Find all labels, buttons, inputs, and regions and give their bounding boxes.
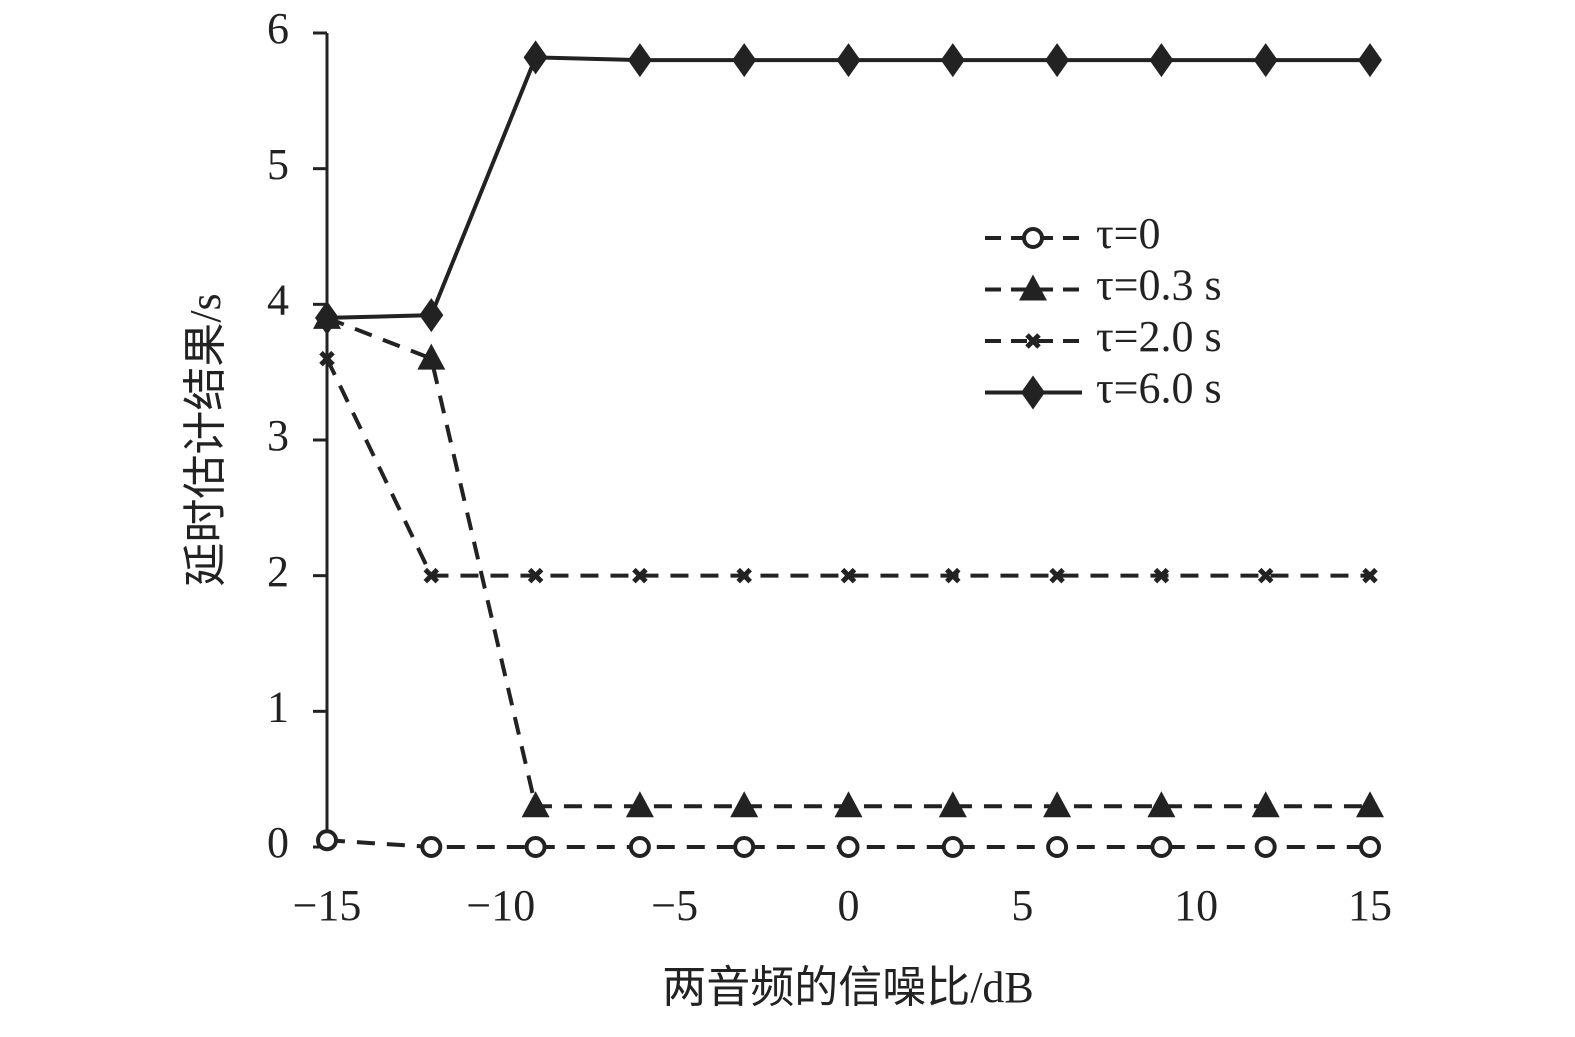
y-tick-label: 0 bbox=[267, 818, 289, 867]
marker bbox=[1045, 43, 1070, 78]
legend-label: τ=6.0 s bbox=[1096, 364, 1222, 413]
marker bbox=[1254, 836, 1277, 858]
legend-label: τ=0 bbox=[1096, 209, 1161, 258]
marker bbox=[1257, 567, 1274, 584]
x-tick-label: 15 bbox=[1348, 881, 1392, 930]
marker bbox=[1149, 43, 1174, 78]
marker bbox=[315, 300, 339, 335]
marker bbox=[1147, 791, 1176, 818]
x-tick-label: 0 bbox=[838, 881, 860, 930]
legend-label: τ=0.3 s bbox=[1096, 261, 1222, 310]
y-axis-label: 延时估计结果/s bbox=[181, 293, 230, 586]
x-tick-label: 5 bbox=[1011, 881, 1033, 930]
legend-label: τ=2.0 s bbox=[1096, 312, 1222, 361]
marker bbox=[420, 836, 443, 858]
marker bbox=[417, 343, 446, 370]
marker bbox=[316, 829, 338, 852]
x-tick-label: −10 bbox=[466, 881, 535, 930]
marker bbox=[1251, 791, 1280, 818]
marker bbox=[419, 298, 444, 333]
marker bbox=[319, 350, 335, 367]
series-line bbox=[325, 357, 1370, 578]
y-tick-label: 3 bbox=[267, 411, 289, 460]
marker bbox=[628, 836, 651, 858]
marker bbox=[1150, 836, 1173, 858]
x-axis-label: 两音频的信噪比/dB bbox=[662, 963, 1034, 1012]
marker bbox=[1046, 836, 1069, 858]
x-tick-label: −5 bbox=[651, 881, 698, 930]
marker bbox=[733, 836, 756, 858]
x-tick-label: −15 bbox=[293, 881, 362, 930]
y-tick-label: 1 bbox=[267, 682, 289, 731]
y-tick-label: 6 bbox=[267, 4, 289, 53]
marker bbox=[1021, 375, 1045, 410]
marker bbox=[840, 567, 857, 584]
marker bbox=[1025, 333, 1041, 349]
marker bbox=[523, 40, 548, 75]
y-tick-label: 2 bbox=[267, 547, 289, 596]
marker bbox=[732, 43, 757, 78]
marker bbox=[730, 791, 759, 818]
x-tick-label: 10 bbox=[1174, 881, 1218, 930]
marker bbox=[625, 791, 654, 818]
marker bbox=[1153, 567, 1170, 584]
marker bbox=[1253, 43, 1278, 78]
marker bbox=[423, 567, 440, 584]
marker bbox=[527, 567, 544, 584]
marker bbox=[940, 43, 965, 78]
marker bbox=[1022, 227, 1044, 249]
marker bbox=[736, 567, 752, 584]
marker bbox=[1362, 567, 1378, 584]
marker bbox=[1019, 274, 1047, 301]
y-tick-label: 5 bbox=[267, 140, 289, 189]
marker bbox=[945, 567, 961, 584]
marker bbox=[627, 43, 652, 78]
marker bbox=[521, 791, 550, 818]
marker bbox=[1356, 791, 1384, 818]
marker bbox=[938, 791, 967, 818]
marker bbox=[632, 567, 648, 584]
marker bbox=[524, 836, 547, 858]
marker bbox=[834, 791, 863, 818]
marker bbox=[836, 43, 861, 78]
marker bbox=[941, 836, 964, 858]
marker bbox=[837, 836, 860, 858]
marker bbox=[1043, 791, 1072, 818]
marker bbox=[1049, 567, 1065, 584]
y-tick-label: 4 bbox=[267, 275, 289, 324]
marker bbox=[1359, 836, 1381, 858]
marker bbox=[1358, 43, 1382, 78]
